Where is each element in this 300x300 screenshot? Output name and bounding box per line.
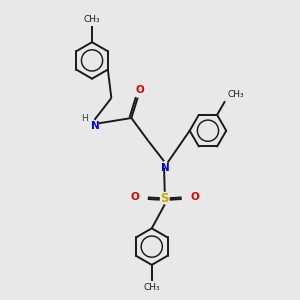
Text: S: S [160,192,169,205]
Text: O: O [135,85,144,95]
Text: H: H [81,113,88,122]
Text: CH₃: CH₃ [84,14,100,23]
Text: CH₃: CH₃ [143,284,160,292]
Text: CH₃: CH₃ [227,90,244,99]
Text: O: O [190,192,199,203]
Text: N: N [91,121,100,131]
Text: O: O [131,192,140,203]
Text: N: N [161,163,170,173]
